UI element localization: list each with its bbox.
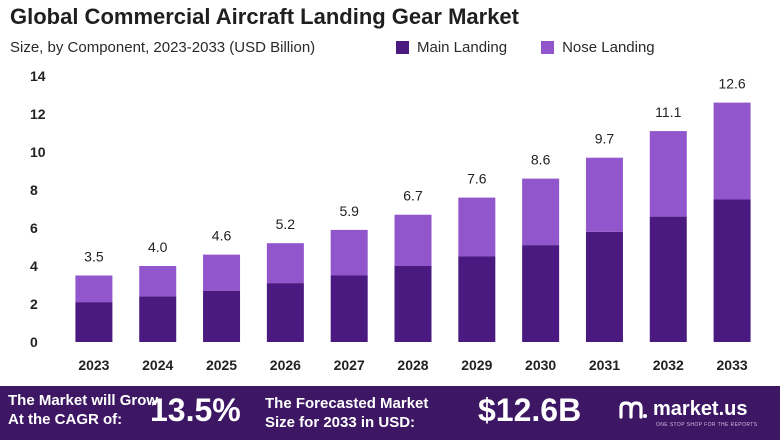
market-us-logo-icon: [619, 400, 647, 419]
x-tick-label-2025: 2025: [206, 357, 237, 373]
summary-banner: The Market will Grow At the CAGR of: 13.…: [0, 386, 780, 440]
bar-nose-2026: [266, 243, 304, 284]
bar-main-2033: [713, 199, 751, 342]
bar-nose-2031: [585, 157, 623, 232]
x-tick-label-2024: 2024: [142, 357, 173, 373]
y-tick-label-0: 0: [30, 334, 38, 350]
total-label-2031: 9.7: [595, 131, 615, 147]
x-tick-label-2031: 2031: [589, 357, 620, 373]
x-tick-label-2032: 2032: [653, 357, 684, 373]
bar-main-2023: [75, 302, 113, 342]
y-tick-label-6: 12: [30, 106, 46, 122]
legend-swatch-main: [396, 41, 409, 54]
forecast-size-value: $12.6B: [478, 392, 582, 428]
bar-nose-2023: [75, 275, 113, 303]
y-tick-label-7: 14: [30, 68, 46, 84]
total-label-2024: 4.0: [148, 239, 168, 255]
total-label-2030: 8.6: [531, 152, 551, 168]
total-label-2026: 5.2: [276, 216, 296, 232]
x-tick-label-2023: 2023: [78, 357, 109, 373]
legend-item-main: Main Landing: [396, 39, 507, 56]
x-tick-label-2030: 2030: [525, 357, 556, 373]
bar-nose-2025: [203, 254, 241, 291]
x-tick-label-2026: 2026: [270, 357, 301, 373]
x-tick-label-2033: 2033: [717, 357, 748, 373]
bar-main-2025: [203, 290, 241, 342]
y-tick-label-3: 6: [30, 220, 38, 236]
bar-chart: 0 2 4 6 8 10 12 14 3.5 2023 4.0 2024 4.6 2025 5.2 2026 5…: [30, 68, 751, 373]
bar-nose-2028: [394, 214, 432, 266]
bar-nose-2029: [458, 197, 496, 257]
bar-main-2027: [330, 275, 368, 342]
chart-subtitle: Size, by Component, 2023-2033 (USD Billi…: [10, 39, 316, 56]
legend-label-main: Main Landing: [417, 39, 508, 56]
legend: Main Landing Nose Landing: [396, 39, 689, 56]
bar-nose-2032: [649, 131, 687, 217]
y-tick-label-5: 10: [30, 144, 46, 160]
bar-main-2028: [394, 266, 432, 342]
brand-logo: market.us: [618, 398, 748, 421]
forecast-caption: The Forecasted Market Size for 2033 in U…: [265, 395, 429, 431]
cagr-value: 13.5%: [150, 392, 241, 428]
bar-main-2032: [649, 216, 687, 342]
y-tick-label-1: 2: [30, 296, 38, 312]
x-tick-label-2028: 2028: [397, 357, 428, 373]
bar-main-2030: [522, 245, 560, 342]
legend-item-nose: Nose Landing: [541, 39, 655, 56]
bar-nose-2030: [522, 178, 560, 246]
y-tick-label-2: 4: [30, 258, 38, 274]
bar-main-2026: [266, 283, 304, 342]
cagr-caption: The Market will Grow At the CAGR of:: [8, 392, 159, 428]
brand-name: market.us: [653, 398, 748, 420]
bar-main-2029: [458, 256, 496, 342]
bar-main-2031: [585, 231, 623, 342]
total-label-2023: 3.5: [84, 249, 104, 265]
x-tick-label-2027: 2027: [334, 357, 365, 373]
bar-main-2024: [139, 296, 177, 342]
total-label-2028: 6.7: [403, 188, 423, 204]
brand-tagline: ONE STOP SHOP FOR THE REPORTS: [656, 422, 758, 428]
total-label-2032: 11.1: [655, 104, 681, 120]
y-tick-label-4: 8: [30, 182, 38, 198]
legend-swatch-nose: [541, 41, 555, 54]
chart-title: Global Commercial Aircraft Landing Gear …: [10, 4, 519, 29]
total-label-2033: 12.6: [718, 76, 745, 92]
total-label-2027: 5.9: [339, 203, 359, 219]
bar-nose-2024: [139, 266, 177, 297]
x-tick-label-2029: 2029: [461, 357, 492, 373]
bar-nose-2033: [713, 102, 751, 200]
legend-label-nose: Nose Landing: [562, 39, 655, 56]
total-label-2025: 4.6: [212, 228, 232, 244]
bar-nose-2027: [330, 229, 368, 276]
total-label-2029: 7.6: [467, 171, 487, 187]
